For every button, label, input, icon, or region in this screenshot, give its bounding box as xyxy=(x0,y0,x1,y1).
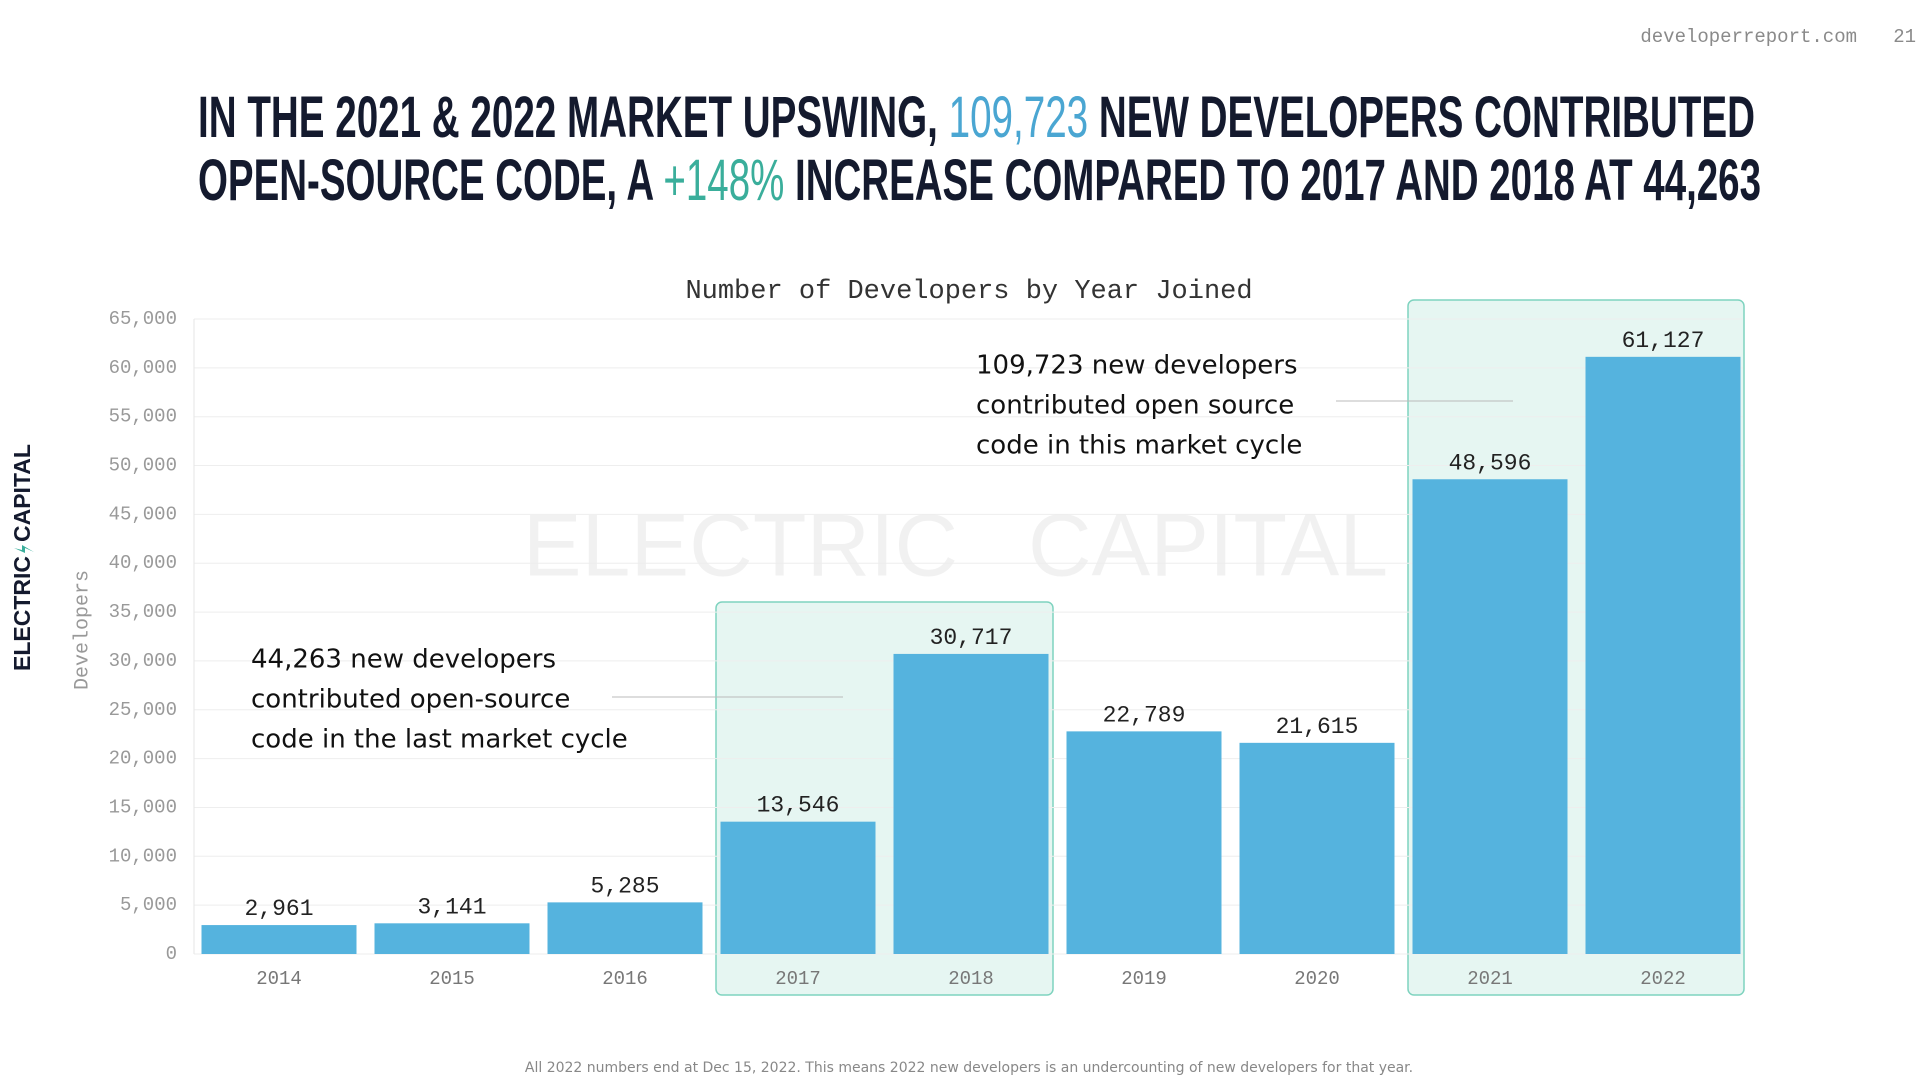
bar xyxy=(1585,356,1741,954)
watermark-text: CAPITAL xyxy=(1028,495,1388,594)
headline-text: OPEN-SOURCE CODE, A xyxy=(198,148,663,213)
y-axis-label: Developers xyxy=(71,570,94,690)
x-tick-label: 2022 xyxy=(1640,968,1686,990)
bar xyxy=(1412,479,1568,954)
headline-highlight: +148% xyxy=(663,148,784,213)
y-tick-label: 65,000 xyxy=(109,308,177,330)
brand-text: ELECTRIC xyxy=(9,556,35,671)
y-tick-label: 55,000 xyxy=(109,406,177,428)
y-tick-label: 50,000 xyxy=(109,455,177,477)
brand-bolt xyxy=(14,545,34,553)
annotation-text: contributed open source xyxy=(976,391,1294,421)
x-tick-label: 2021 xyxy=(1467,968,1513,990)
chart-title: Number of Developers by Year Joined xyxy=(685,277,1252,307)
x-tick-label: 2018 xyxy=(948,968,994,990)
bar xyxy=(720,821,876,954)
bar xyxy=(893,653,1049,954)
value-label: 21,615 xyxy=(1276,714,1359,740)
annotation-text: code in this market cycle xyxy=(976,431,1302,461)
annotation-text: contributed open-source xyxy=(251,685,570,715)
brand-text: CAPITAL xyxy=(9,444,35,542)
bar xyxy=(1239,742,1395,954)
y-tick-label: 20,000 xyxy=(109,748,177,770)
bar xyxy=(547,902,703,954)
plot: 0 5,000 10,000 15,000 20,000 25,000 30,000 35,0… xyxy=(109,308,1743,990)
annotation-text: 44,263 new developers xyxy=(251,645,556,675)
annotation-text: code in the last market cycle xyxy=(251,725,628,755)
y-tick-label: 40,000 xyxy=(109,552,177,574)
value-label: 2,961 xyxy=(244,896,313,922)
x-tick-label: 2014 xyxy=(256,968,302,990)
y-tick-label: 60,000 xyxy=(109,357,177,379)
headline-highlight: 109,723 xyxy=(949,85,1089,150)
value-label: 3,141 xyxy=(417,894,486,920)
footnote: All 2022 numbers end at Dec 15, 2022. Th… xyxy=(525,1060,1413,1076)
value-label: 61,127 xyxy=(1622,328,1705,354)
y-tick-label: 45,000 xyxy=(109,503,177,525)
y-tick-label: 25,000 xyxy=(109,699,177,721)
headline-text: NEW DEVELOPERS CONTRIBUTED xyxy=(1088,85,1755,150)
x-tick-label: 2017 xyxy=(775,968,821,990)
x-tick-label: 2019 xyxy=(1121,968,1167,990)
watermark-text: ELECTRIC xyxy=(523,495,958,594)
site-url: developerreport.com xyxy=(1640,26,1857,48)
y-tick-label: 5,000 xyxy=(120,894,177,916)
value-label: 13,546 xyxy=(757,793,840,819)
value-label: 48,596 xyxy=(1449,450,1532,476)
y-tick-label: 10,000 xyxy=(109,845,177,867)
x-tick-label: 2016 xyxy=(602,968,648,990)
bar xyxy=(374,923,530,954)
page-number: 21 xyxy=(1893,26,1916,48)
y-tick-label: 0 xyxy=(166,943,177,965)
watermark: ELECTRIC CAPITAL xyxy=(523,495,1388,594)
value-label: 5,285 xyxy=(590,873,659,899)
headline-line: IN THE 2021 & 2022 MARKET UPSWING, 109,7… xyxy=(198,85,1755,150)
x-tick-label: 2020 xyxy=(1294,968,1340,990)
headline-text: INCREASE COMPARED TO 2017 AND 2018 AT 44… xyxy=(784,148,1761,213)
y-tick-label: 35,000 xyxy=(109,601,177,623)
bar xyxy=(201,925,357,954)
value-label: 30,717 xyxy=(930,625,1013,651)
brand-logo: ELECTRIC CAPITAL xyxy=(9,444,35,671)
headline-line: OPEN-SOURCE CODE, A +148% INCREASE COMPA… xyxy=(198,148,1761,213)
x-tick-label: 2015 xyxy=(429,968,475,990)
y-tick-label: 30,000 xyxy=(109,650,177,672)
headline-text: IN THE 2021 & 2022 MARKET UPSWING, xyxy=(198,85,949,150)
bar xyxy=(1066,731,1222,954)
value-label: 22,789 xyxy=(1103,702,1186,728)
y-tick-label: 15,000 xyxy=(109,796,177,818)
annotation-text: 109,723 new developers xyxy=(976,351,1298,381)
